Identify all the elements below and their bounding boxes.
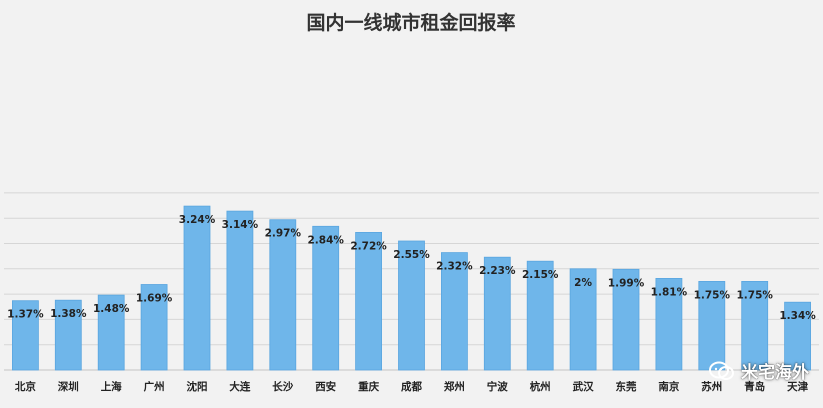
value-label: 1.38% xyxy=(50,308,87,320)
x-tick-label: 青岛 xyxy=(744,380,765,393)
x-tick-label: 沈阳 xyxy=(187,380,208,393)
value-label: 2.84% xyxy=(307,234,344,246)
value-label: 1.81% xyxy=(651,286,688,298)
x-tick-label: 长沙 xyxy=(272,380,293,393)
value-label: 1.34% xyxy=(779,310,816,322)
bar-上海 xyxy=(97,294,125,371)
value-label: 1.48% xyxy=(93,303,130,315)
value-labels: 1.37% 1.38% 1.48% 1.69% 3.24% 3.14% 2.97% 2.84%… xyxy=(7,214,816,322)
bar-杭州 xyxy=(526,260,554,371)
value-label: 2.97% xyxy=(265,228,302,240)
bar-沈阳 xyxy=(183,205,211,371)
value-label: 2.15% xyxy=(522,269,559,281)
bar-天津 xyxy=(784,301,811,371)
watermark-text: 米宅海外 xyxy=(741,363,809,383)
x-tick-label: 广州 xyxy=(144,380,165,393)
value-label: 3.14% xyxy=(222,219,259,231)
wechat-bubble-icon xyxy=(709,361,735,381)
x-tick-label: 苏州 xyxy=(701,380,722,393)
x-tick-label: 杭州 xyxy=(530,380,551,393)
bar-大连 xyxy=(226,210,254,371)
x-tick-label: 西安 xyxy=(315,380,336,393)
x-tick-label: 北京 xyxy=(15,380,36,393)
x-tick-label: 大连 xyxy=(229,380,250,393)
bar-西安 xyxy=(312,225,340,371)
watermark: 米宅海外 xyxy=(709,358,809,383)
bar-长沙 xyxy=(269,219,297,371)
value-label: 1.99% xyxy=(608,277,645,289)
bar-重庆 xyxy=(355,231,383,371)
bar-成都 xyxy=(398,240,425,371)
x-tick-label: 宁波 xyxy=(487,380,508,393)
x-tick-label: 南京 xyxy=(658,380,679,393)
value-label: 3.24% xyxy=(179,214,216,226)
value-label: 2% xyxy=(574,277,592,289)
bars xyxy=(11,205,811,371)
value-label: 2.55% xyxy=(393,249,430,261)
bar-郑州 xyxy=(440,252,468,371)
bar-宁波 xyxy=(483,256,511,371)
bar-深圳 xyxy=(54,299,82,371)
value-label: 1.75% xyxy=(736,289,773,301)
value-label: 1.69% xyxy=(136,293,173,305)
bar-北京 xyxy=(11,300,39,371)
x-tick-label: 上海 xyxy=(101,380,122,393)
value-label: 2.32% xyxy=(436,261,473,273)
x-tick-label: 深圳 xyxy=(58,380,79,393)
x-tick-label: 武汉 xyxy=(573,380,594,393)
value-label: 2.23% xyxy=(479,265,516,277)
bar-武汉 xyxy=(569,268,597,371)
chart-title: 国内一线城市租金回报率 xyxy=(306,11,515,34)
bar-东莞 xyxy=(612,268,640,371)
bar-苏州 xyxy=(698,280,726,371)
x-tick-labels: 北京 深圳 上海 广州 沈阳 大连 长沙 西安 重庆 成都 郑州 宁波 杭州 武汉 东莞 南京 苏州 青岛 天津 xyxy=(15,380,809,393)
x-tick-label: 天津 xyxy=(787,380,808,393)
bar-广州 xyxy=(140,284,168,371)
value-label: 1.75% xyxy=(694,289,731,301)
x-tick-label: 成都 xyxy=(401,380,422,393)
bar-南京 xyxy=(655,277,683,371)
x-tick-label: 郑州 xyxy=(444,380,465,393)
x-tick-label: 重庆 xyxy=(358,380,379,393)
value-label: 1.37% xyxy=(7,309,44,321)
bar-青岛 xyxy=(741,280,769,371)
value-label: 2.72% xyxy=(350,240,387,252)
x-tick-label: 东莞 xyxy=(616,380,637,393)
